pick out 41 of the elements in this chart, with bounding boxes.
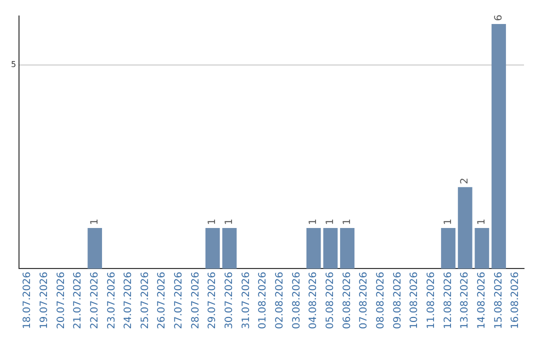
x-tick-label: 13.08.2026 — [460, 272, 471, 330]
x-tick-label: 29.07.2026 — [207, 272, 218, 330]
x-tick-label: 24.07.2026 — [123, 272, 134, 330]
x-tick-label: 21.07.2026 — [72, 272, 84, 330]
x-tick-label: 23.07.2026 — [106, 272, 118, 330]
x-tick-label: 15.08.2026 — [493, 272, 504, 330]
x-tick-label: 27.07.2026 — [174, 272, 185, 330]
data-label: 1 — [207, 218, 218, 225]
x-tick-label: 10.08.2026 — [409, 272, 420, 330]
x-tick-label: 25.07.2026 — [140, 272, 151, 330]
x-tick-label: 02.08.2026 — [274, 272, 286, 330]
x-tick-label: 04.08.2026 — [308, 272, 320, 330]
x-tick-label: 11.08.2026 — [426, 272, 438, 330]
x-tick-label: 06.08.2026 — [342, 272, 353, 330]
x-tick-label: 12.08.2026 — [442, 272, 454, 330]
data-label: 1 — [442, 218, 454, 225]
x-tick-label: 16.08.2026 — [510, 272, 522, 330]
x-tick-label: 20.07.2026 — [56, 272, 67, 330]
data-label: 1 — [308, 218, 320, 225]
x-tick-label: 22.07.2026 — [89, 272, 100, 330]
x-tick-label: 14.08.2026 — [476, 272, 488, 330]
x-tick-label: 28.07.2026 — [190, 272, 202, 330]
data-label: 1 — [325, 218, 336, 225]
data-label: 6 — [493, 14, 504, 21]
y-tick-label: 5 — [10, 60, 16, 69]
data-label: 1 — [342, 218, 353, 225]
x-tick-label: 03.08.2026 — [291, 272, 302, 330]
x-tick-label: 19.07.2026 — [38, 272, 50, 330]
x-tick-label: 05.08.2026 — [325, 272, 336, 330]
data-label: 1 — [476, 218, 488, 225]
x-tick-label: 09.08.2026 — [392, 272, 404, 330]
x-tick-label: 18.07.2026 — [22, 272, 34, 330]
x-tick-label: 08.08.2026 — [376, 272, 387, 330]
x-tick-label: 07.08.2026 — [358, 272, 370, 330]
x-tick-label: 26.07.2026 — [156, 272, 168, 330]
data-label: 1 — [224, 218, 236, 225]
x-tick-label: 31.07.2026 — [240, 272, 252, 330]
x-tick-label: 30.07.2026 — [224, 272, 236, 330]
data-label: 2 — [460, 178, 471, 184]
x-tick-label: 01.08.2026 — [258, 272, 269, 330]
data-label: 1 — [89, 218, 100, 225]
